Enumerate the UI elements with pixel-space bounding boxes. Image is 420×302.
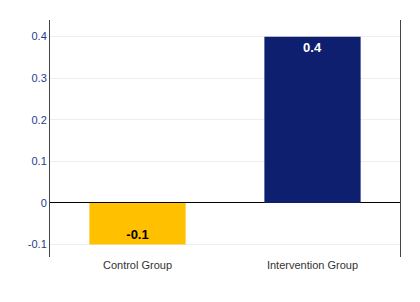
svg-text:0.4: 0.4 (32, 30, 47, 42)
svg-text:0.3: 0.3 (32, 72, 47, 84)
svg-text:0.2: 0.2 (32, 114, 47, 126)
svg-text:Control Group: Control Group (103, 259, 172, 271)
svg-text:Intervention Group: Intervention Group (267, 259, 358, 271)
svg-text:-0.1: -0.1 (126, 227, 148, 242)
svg-text:0.4: 0.4 (303, 40, 322, 55)
svg-text:0.1: 0.1 (32, 155, 47, 167)
svg-text:-0.1: -0.1 (28, 238, 47, 250)
svg-text:0: 0 (41, 197, 47, 209)
